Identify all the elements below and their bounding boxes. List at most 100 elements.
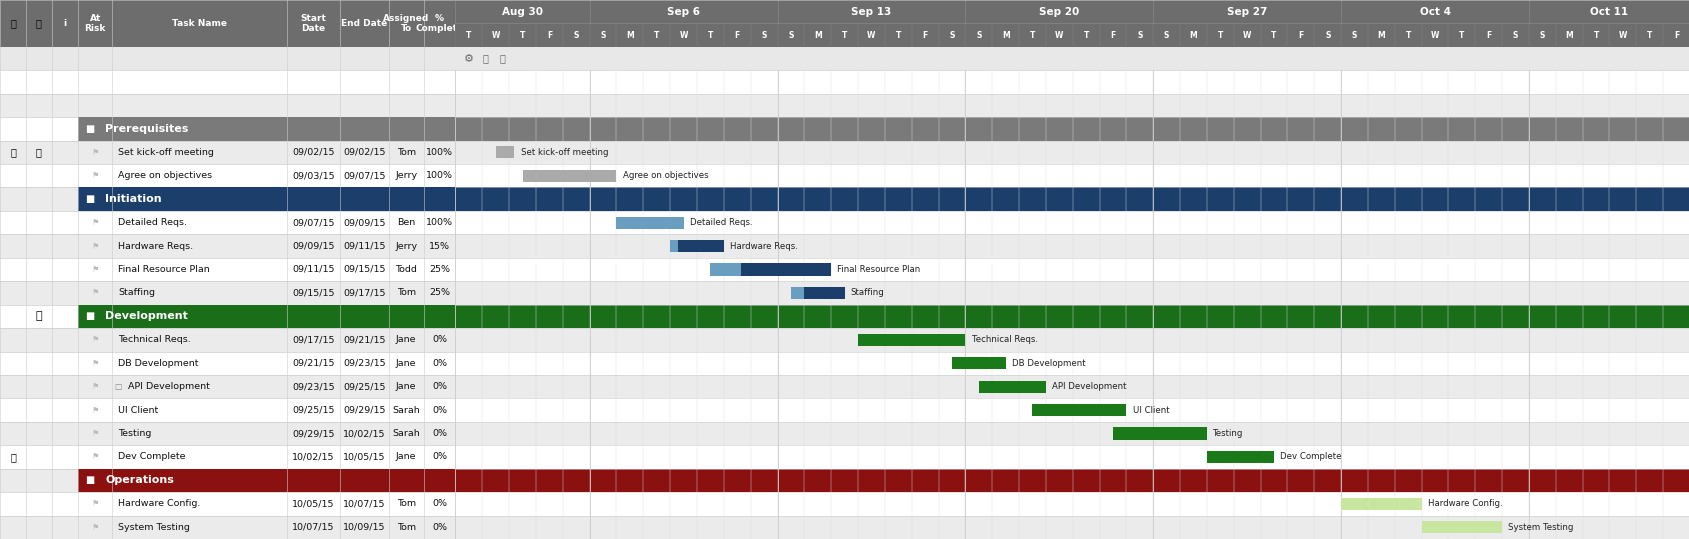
Text: 0%: 0% bbox=[432, 335, 448, 344]
Text: ⚑: ⚑ bbox=[91, 452, 100, 461]
Text: 100%: 100% bbox=[426, 218, 453, 227]
Text: T: T bbox=[841, 31, 846, 40]
Text: 09/09/15: 09/09/15 bbox=[292, 241, 334, 251]
Text: S: S bbox=[787, 31, 794, 40]
Text: 10/05/15: 10/05/15 bbox=[343, 452, 385, 461]
Bar bbox=[456, 94, 1689, 117]
Text: Hardware Reqs.: Hardware Reqs. bbox=[730, 241, 797, 251]
Text: 100%: 100% bbox=[426, 171, 453, 180]
Text: Agree on objectives: Agree on objectives bbox=[118, 171, 211, 180]
Text: Ben: Ben bbox=[397, 218, 415, 227]
Text: 0%: 0% bbox=[432, 359, 448, 368]
Bar bbox=[0, 141, 456, 164]
Text: Development: Development bbox=[105, 312, 187, 321]
Bar bbox=[456, 70, 1689, 94]
Bar bbox=[0, 258, 456, 281]
Text: M: M bbox=[1564, 31, 1572, 40]
Bar bbox=[0, 445, 456, 469]
Text: ⚑: ⚑ bbox=[91, 241, 100, 251]
Text: □: □ bbox=[115, 382, 122, 391]
Text: F: F bbox=[1297, 31, 1302, 40]
Text: ⚑: ⚑ bbox=[91, 382, 100, 391]
Bar bbox=[0, 94, 456, 117]
Text: 0%: 0% bbox=[432, 452, 448, 461]
Bar bbox=[951, 357, 1005, 369]
Text: T: T bbox=[1029, 31, 1035, 40]
Text: Testing: Testing bbox=[118, 429, 152, 438]
Text: 09/29/15: 09/29/15 bbox=[292, 429, 334, 438]
Text: ■: ■ bbox=[84, 124, 95, 134]
Bar bbox=[495, 146, 513, 158]
Text: ⚑: ⚑ bbox=[91, 171, 100, 180]
Text: F: F bbox=[1485, 31, 1490, 40]
Bar bbox=[616, 217, 682, 229]
Text: F: F bbox=[547, 31, 552, 40]
Text: S: S bbox=[1351, 31, 1356, 40]
Text: 09/17/15: 09/17/15 bbox=[343, 288, 385, 298]
Text: Sep 27: Sep 27 bbox=[1226, 6, 1267, 17]
Text: T: T bbox=[708, 31, 713, 40]
Text: 09/25/15: 09/25/15 bbox=[292, 406, 334, 414]
Bar bbox=[456, 188, 1689, 211]
Text: M: M bbox=[1002, 31, 1008, 40]
Bar bbox=[0, 47, 456, 70]
Text: Technical Reqs.: Technical Reqs. bbox=[118, 335, 191, 344]
Bar bbox=[456, 469, 1689, 492]
Bar bbox=[790, 287, 804, 299]
Bar bbox=[0, 398, 456, 422]
Text: Jane: Jane bbox=[395, 452, 415, 461]
Text: S: S bbox=[573, 31, 579, 40]
Text: 10/09/15: 10/09/15 bbox=[343, 523, 385, 532]
Text: At
Risk: At Risk bbox=[84, 13, 106, 33]
Text: T: T bbox=[1647, 31, 1652, 40]
Text: Staffing: Staffing bbox=[850, 288, 883, 298]
Text: W: W bbox=[679, 31, 687, 40]
Text: F: F bbox=[1674, 31, 1679, 40]
Bar bbox=[616, 217, 682, 229]
Text: Jane: Jane bbox=[395, 335, 415, 344]
Bar bbox=[0, 375, 456, 398]
Text: ■: ■ bbox=[84, 194, 95, 204]
Text: 📎: 📎 bbox=[10, 18, 15, 29]
Text: Initiation: Initiation bbox=[105, 194, 162, 204]
Bar bbox=[0, 234, 456, 258]
Text: DB Development: DB Development bbox=[1012, 359, 1084, 368]
Text: ⚑: ⚑ bbox=[91, 218, 100, 227]
Text: T: T bbox=[1270, 31, 1275, 40]
Bar bbox=[0, 117, 456, 141]
Text: API Development: API Development bbox=[128, 382, 209, 391]
Text: Start
Date: Start Date bbox=[301, 13, 326, 33]
Text: Jane: Jane bbox=[395, 359, 415, 368]
Bar bbox=[456, 492, 1689, 516]
Text: F: F bbox=[735, 31, 740, 40]
Text: Tom: Tom bbox=[397, 523, 415, 532]
Bar bbox=[790, 287, 844, 299]
Text: Prerequisites: Prerequisites bbox=[105, 124, 189, 134]
Text: W: W bbox=[491, 31, 500, 40]
Text: Hardware Config.: Hardware Config. bbox=[1427, 499, 1502, 508]
Bar bbox=[1032, 404, 1127, 416]
Text: S: S bbox=[976, 31, 981, 40]
Text: Detailed Reqs.: Detailed Reqs. bbox=[689, 218, 752, 227]
Text: T: T bbox=[1458, 31, 1464, 40]
Bar bbox=[78, 188, 456, 211]
Text: 09/02/15: 09/02/15 bbox=[343, 148, 385, 157]
Bar bbox=[0, 422, 456, 445]
Text: 10/05/15: 10/05/15 bbox=[292, 499, 334, 508]
Text: ⚑: ⚑ bbox=[91, 406, 100, 414]
Text: T: T bbox=[520, 31, 525, 40]
Bar bbox=[495, 146, 513, 158]
Text: Staffing: Staffing bbox=[118, 288, 155, 298]
Bar bbox=[0, 305, 456, 328]
Text: Oct 4: Oct 4 bbox=[1419, 6, 1449, 17]
Bar bbox=[456, 164, 1689, 188]
Text: Testing: Testing bbox=[1213, 429, 1243, 438]
Text: Todd: Todd bbox=[395, 265, 417, 274]
Text: End Date: End Date bbox=[341, 19, 387, 28]
Bar bbox=[0, 328, 456, 351]
Text: ⚑: ⚑ bbox=[91, 429, 100, 438]
Text: 🔔: 🔔 bbox=[35, 312, 42, 321]
Text: ⚑: ⚑ bbox=[91, 499, 100, 508]
Bar bbox=[456, 516, 1689, 539]
Text: M: M bbox=[625, 31, 633, 40]
